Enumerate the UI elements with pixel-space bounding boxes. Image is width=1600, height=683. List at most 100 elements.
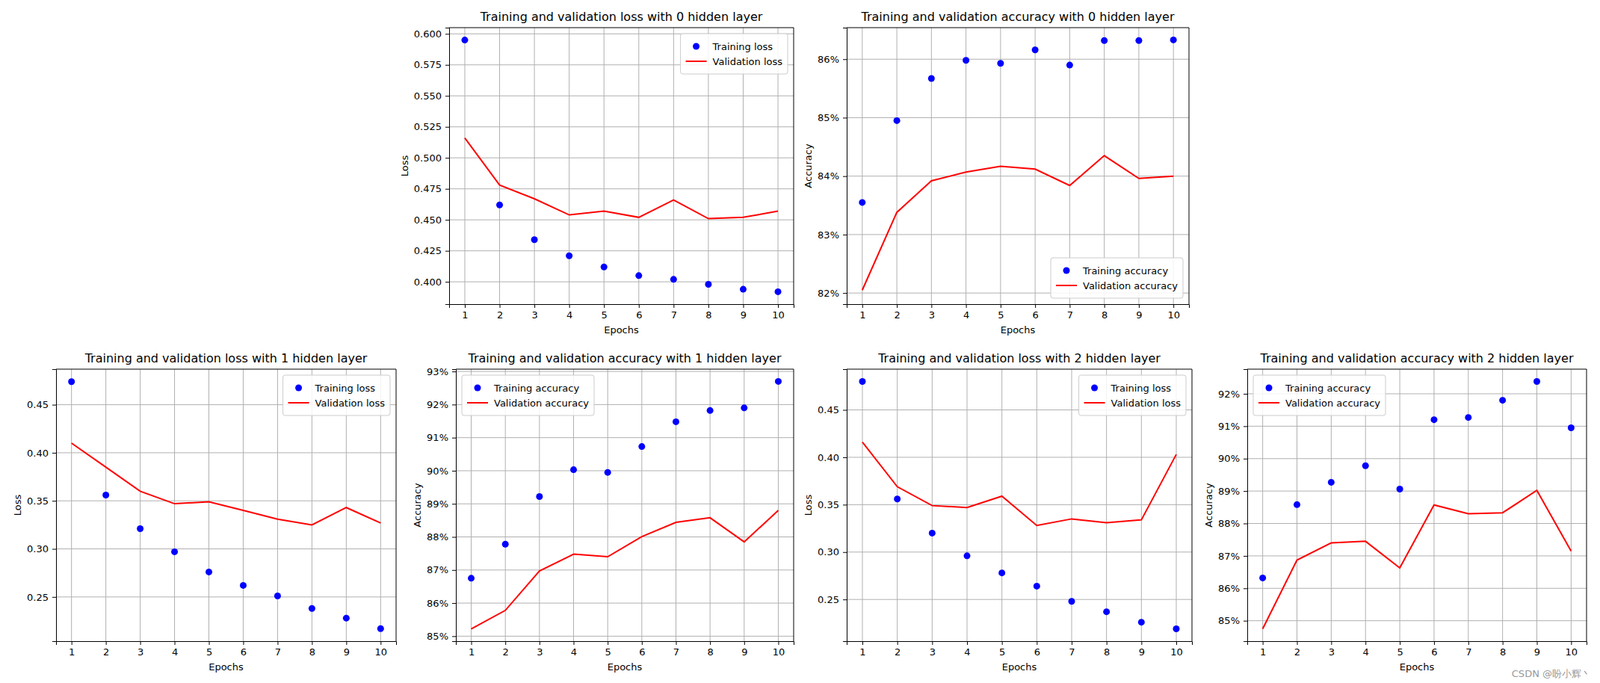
tick-label: 85% [426,630,449,642]
tick-mark [445,157,450,159]
tick-label: 0.450 [414,214,442,226]
frame [846,369,1192,370]
tick: 3 [137,641,144,658]
tick-label: 7 [1465,646,1472,658]
tick: 0.25 [26,591,57,603]
tick-mark [675,641,677,645]
marker [531,236,539,243]
tick: 0.40 [26,447,57,459]
tick-mark [842,117,847,119]
tick-label: 90% [1218,452,1240,465]
x-axis: 12345678910 [1248,641,1588,658]
y-axis-title: Accuracy [1203,482,1215,528]
tick: 0.35 [26,495,57,507]
tick-label: 0.475 [414,183,442,195]
tick-label: 88% [426,531,449,543]
tick: 7 [671,304,678,321]
legend-label: Training loss [712,41,774,53]
tick-mark [452,371,456,373]
tick-mark [452,603,456,604]
tick: 87% [426,564,456,576]
y-axis: 85%86%87%88%89%90%91%92% [1218,369,1248,642]
tick-mark [452,470,456,472]
tick-label: 92% [1218,388,1240,400]
tick: 6 [1032,304,1039,321]
grid-line [455,503,794,505]
grid-line [1536,369,1538,642]
tick: 85% [426,630,456,642]
frame [846,27,1189,29]
tick-mark [452,635,456,637]
subplot: 123456789100.4000.4250.4500.4750.5000.52… [399,9,795,336]
tick-label: 1 [859,646,866,658]
tick-label: 4 [566,309,573,321]
tick-mark [1243,588,1248,589]
series [859,378,1181,633]
tick-label: 3 [929,646,936,658]
x-axis-title: Epochs [1399,661,1435,673]
tick: 88% [426,531,456,543]
line [71,443,382,525]
marker [1293,501,1301,509]
legend-label: Validation accuracy [493,397,589,409]
marker [461,36,468,44]
tick-label: 10 [1167,309,1181,321]
grid-line [56,548,397,550]
tick: 6 [638,641,645,658]
tick-mark [607,641,609,645]
frame [793,27,795,305]
tick: 2 [894,641,901,658]
marker [1138,618,1145,626]
tick-label: 1 [68,646,75,658]
legend-label: Training accuracy [493,382,580,394]
tick: 92% [426,399,456,411]
tick-label: 0.25 [26,591,49,603]
tick-mark [1002,641,1003,645]
tick-label: 85% [1218,615,1240,627]
tick-label: 8 [1103,646,1110,658]
grid-line [1502,369,1503,642]
tick-label: 0.35 [817,499,840,511]
plot-background [846,27,1189,305]
axis-line [1248,641,1588,646]
legend-key [295,384,302,392]
title: Training and validation loss with 1 hidd… [84,351,368,366]
grid-line [603,27,605,305]
tick: 8 [1103,641,1110,658]
grid-line [846,551,1192,553]
tick: 90% [426,465,456,477]
tick-label: 6 [1034,646,1041,658]
grid-line [568,27,570,305]
tick: 86% [1218,582,1248,595]
marker [859,378,867,385]
tick-label: 0.45 [817,404,840,416]
marker [68,378,75,385]
frame [1188,27,1190,305]
marker [274,592,281,600]
tick-mark [1399,641,1401,645]
grid-line [242,369,244,642]
tick: 4 [570,641,577,658]
frame [56,369,397,370]
tick-mark [242,641,244,645]
legend-box [461,375,595,416]
tick: 10 [771,304,785,321]
grid-line [896,27,898,305]
x-axis-title: Epochs [1000,324,1036,336]
tick-label: 5 [997,309,1004,321]
frame [1191,369,1193,642]
tick-mark [445,189,450,190]
tick-label: 6 [1431,646,1438,658]
tick: 6 [1431,641,1438,658]
tick-label: 2 [893,309,900,321]
y-axis-title: Accuracy [411,482,423,528]
tick-mark [505,641,506,645]
tick: 10 [375,641,388,658]
legend: Training accuracy Validation accuracy [461,375,595,416]
tick-mark [52,452,57,454]
tick: 7 [1067,304,1074,321]
tick-mark [842,599,847,601]
tick: 0.30 [26,543,57,555]
tick-mark [1138,304,1140,308]
tick-label: 4 [963,309,970,321]
